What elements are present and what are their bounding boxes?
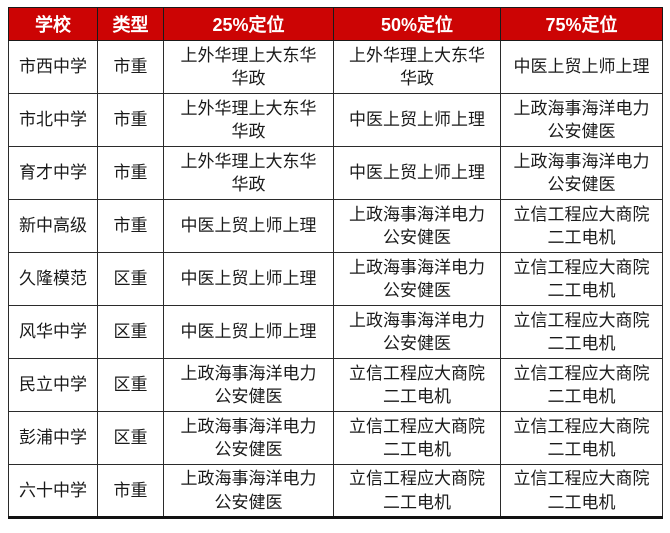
cell-type: 区重 (97, 252, 164, 306)
cell-p50: 上政海事海洋电力 公安健医 (333, 305, 501, 359)
cell-p75: 立信工程应大商院 二工电机 (500, 464, 663, 518)
cell-p75: 上政海事海洋电力 公安健医 (500, 93, 663, 147)
cell-p75: 立信工程应大商院 二工电机 (500, 305, 663, 359)
table-row: 彭浦中学 区重 上政海事海洋电力 公安健医 立信工程应大商院 二工电机 立信工程… (8, 411, 663, 465)
cell-p25: 中医上贸上师上理 (163, 199, 334, 253)
cell-type: 市重 (97, 40, 164, 94)
cell-school: 市西中学 (8, 40, 98, 94)
cell-p25: 上政海事海洋电力 公安健医 (163, 411, 334, 465)
table-row: 市北中学 市重 上外华理上大东华 华政 中医上贸上师上理 上政海事海洋电力 公安… (8, 93, 663, 147)
cell-p50: 立信工程应大商院 二工电机 (333, 411, 501, 465)
cell-p25: 上政海事海洋电力 公安健医 (163, 358, 334, 412)
cell-p75: 立信工程应大商院 二工电机 (500, 411, 663, 465)
cell-p50: 立信工程应大商院 二工电机 (333, 358, 501, 412)
table-row: 育才中学 市重 上外华理上大东华 华政 中医上贸上师上理 上政海事海洋电力 公安… (8, 146, 663, 200)
cell-school: 育才中学 (8, 146, 98, 200)
column-header-p25: 25%定位 (163, 7, 334, 41)
column-header-school: 学校 (8, 7, 98, 41)
header-row: 学校 类型 25%定位 50%定位 75%定位 (8, 7, 663, 41)
cell-p25: 中医上贸上师上理 (163, 252, 334, 306)
cell-p50: 中医上贸上师上理 (333, 146, 501, 200)
cell-type: 市重 (97, 93, 164, 147)
cell-p25: 上政海事海洋电力 公安健医 (163, 464, 334, 518)
cell-school: 彭浦中学 (8, 411, 98, 465)
cell-school: 新中高级 (8, 199, 98, 253)
cell-p50: 上政海事海洋电力 公安健医 (333, 252, 501, 306)
table-row: 市西中学 市重 上外华理上大东华 华政 上外华理上大东华 华政 中医上贸上师上理 (8, 40, 663, 94)
cell-school: 民立中学 (8, 358, 98, 412)
table-row: 六十中学 市重 上政海事海洋电力 公安健医 立信工程应大商院 二工电机 立信工程… (8, 464, 663, 518)
table-body: 市西中学 市重 上外华理上大东华 华政 上外华理上大东华 华政 中医上贸上师上理… (8, 40, 663, 518)
school-positioning-table: 学校 类型 25%定位 50%定位 75%定位 市西中学 市重 上外华理上大东华… (8, 7, 663, 519)
table-row: 新中高级 市重 中医上贸上师上理 上政海事海洋电力 公安健医 立信工程应大商院 … (8, 199, 663, 253)
cell-p50: 上外华理上大东华 华政 (333, 40, 501, 94)
table-row: 风华中学 区重 中医上贸上师上理 上政海事海洋电力 公安健医 立信工程应大商院 … (8, 305, 663, 359)
cell-p25: 上外华理上大东华 华政 (163, 93, 334, 147)
cell-p50: 中医上贸上师上理 (333, 93, 501, 147)
cell-p75: 中医上贸上师上理 (500, 40, 663, 94)
cell-p75: 立信工程应大商院 二工电机 (500, 199, 663, 253)
cell-p50: 立信工程应大商院 二工电机 (333, 464, 501, 518)
table-row: 民立中学 区重 上政海事海洋电力 公安健医 立信工程应大商院 二工电机 立信工程… (8, 358, 663, 412)
cell-p75: 上政海事海洋电力 公安健医 (500, 146, 663, 200)
cell-school: 久隆模范 (8, 252, 98, 306)
cell-school: 市北中学 (8, 93, 98, 147)
cell-school: 风华中学 (8, 305, 98, 359)
cell-type: 市重 (97, 146, 164, 200)
column-header-type: 类型 (97, 7, 164, 41)
cell-type: 市重 (97, 199, 164, 253)
cell-type: 区重 (97, 411, 164, 465)
column-header-p75: 75%定位 (500, 7, 663, 41)
cell-p50: 上政海事海洋电力 公安健医 (333, 199, 501, 253)
cell-type: 区重 (97, 358, 164, 412)
cell-p75: 立信工程应大商院 二工电机 (500, 358, 663, 412)
cell-school: 六十中学 (8, 464, 98, 518)
column-header-p50: 50%定位 (333, 7, 501, 41)
cell-type: 市重 (97, 464, 164, 518)
cell-p25: 中医上贸上师上理 (163, 305, 334, 359)
table-row: 久隆模范 区重 中医上贸上师上理 上政海事海洋电力 公安健医 立信工程应大商院 … (8, 252, 663, 306)
cell-p25: 上外华理上大东华 华政 (163, 40, 334, 94)
cell-p25: 上外华理上大东华 华政 (163, 146, 334, 200)
cell-type: 区重 (97, 305, 164, 359)
cell-p75: 立信工程应大商院 二工电机 (500, 252, 663, 306)
